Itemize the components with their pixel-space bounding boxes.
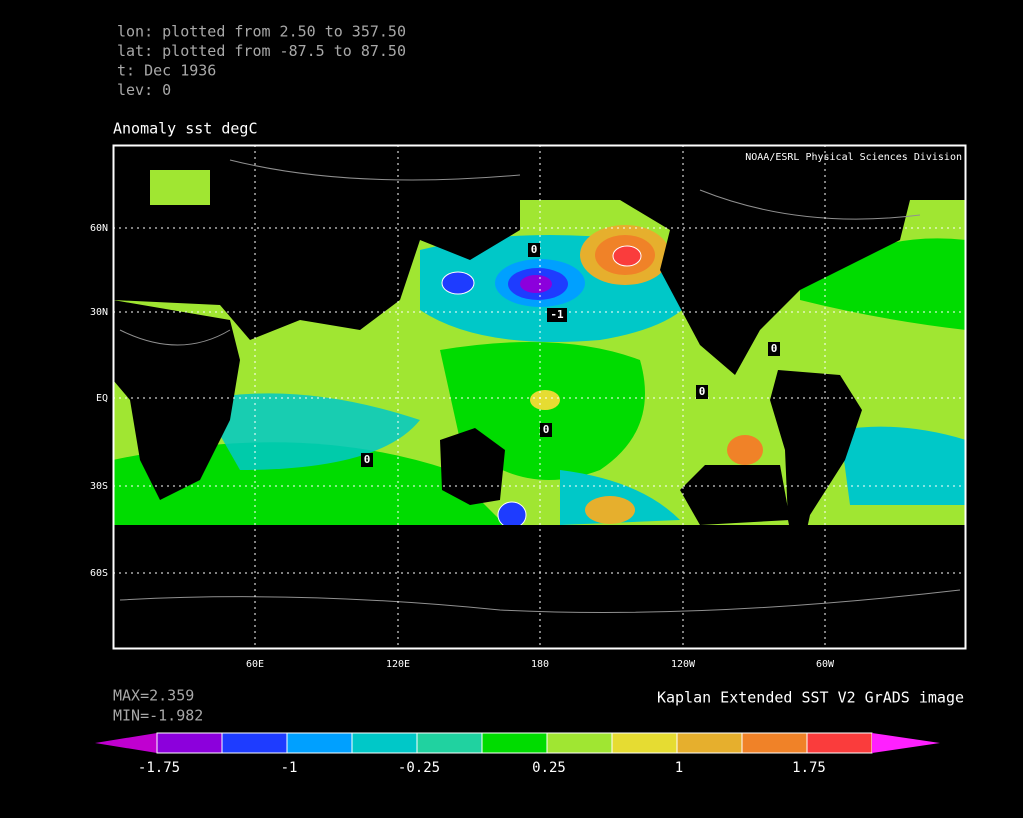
land bbox=[114, 146, 520, 340]
anomaly bbox=[612, 245, 642, 267]
coastline bbox=[119, 589, 961, 613]
lat-label: 60S bbox=[90, 568, 108, 579]
colorbar-segment bbox=[351, 732, 418, 754]
colorbar-label: -1 bbox=[281, 760, 298, 776]
lon-label: 60E bbox=[246, 659, 264, 670]
colorbar-segment bbox=[806, 732, 873, 754]
colorbar-segment bbox=[546, 732, 613, 754]
anomaly bbox=[727, 435, 763, 465]
anomaly bbox=[585, 496, 635, 524]
lat-label: EQ bbox=[96, 393, 108, 404]
contour-label: 0 bbox=[540, 423, 552, 437]
land bbox=[680, 465, 790, 525]
header-line: lev: 0 bbox=[117, 81, 171, 99]
map-title: Anomaly sst degC bbox=[113, 120, 258, 138]
anomaly bbox=[530, 390, 560, 410]
map-frame bbox=[112, 144, 967, 650]
contour-label-text: 0 bbox=[531, 243, 538, 256]
field bbox=[150, 170, 210, 205]
colorbar-label: -0.25 bbox=[398, 760, 440, 776]
colorbar-low bbox=[95, 733, 157, 753]
colorbar-label: 1 bbox=[675, 760, 683, 776]
max-value: MAX=2.359 bbox=[113, 687, 194, 705]
colorbar-segment bbox=[741, 732, 808, 754]
min-value: MIN=-1.982 bbox=[113, 707, 203, 725]
land bbox=[770, 370, 862, 570]
colorbar-segment bbox=[221, 732, 288, 754]
lon-labels: 60E 120E 180 120W 60W bbox=[246, 659, 835, 670]
lon-label: 120E bbox=[386, 659, 410, 670]
header-line: lat: plotted from -87.5 to 87.50 bbox=[117, 42, 406, 60]
colorbar-segment bbox=[286, 732, 353, 754]
contour-labels: 0 -1 0 0 0 0 bbox=[361, 243, 780, 467]
lat-labels: 60N 30N EQ 30S 60S bbox=[90, 223, 108, 579]
graticule bbox=[114, 146, 965, 647]
contour-label: 0 bbox=[528, 243, 540, 257]
contour-label: -1 bbox=[547, 308, 567, 322]
map bbox=[114, 146, 965, 647]
field bbox=[114, 442, 520, 540]
credit: NOAA/ESRL Physical Sciences Division bbox=[745, 152, 962, 163]
contour-label-text: 0 bbox=[543, 423, 550, 436]
coastline bbox=[119, 159, 921, 346]
colorbar-segment bbox=[676, 732, 743, 754]
field bbox=[840, 426, 965, 505]
land bbox=[114, 300, 240, 500]
anomaly bbox=[520, 275, 552, 293]
field bbox=[200, 393, 420, 470]
contour-label-text: 0 bbox=[699, 385, 706, 398]
lon-label: 120W bbox=[671, 659, 696, 670]
header-line: lon: plotted from 2.50 to 357.50 bbox=[117, 23, 406, 41]
lon-label: 60W bbox=[816, 659, 835, 670]
contour-label-text: 0 bbox=[771, 342, 778, 355]
colorbar-segment bbox=[416, 732, 483, 754]
colorbar-segment bbox=[611, 732, 678, 754]
lon-label: 180 bbox=[531, 659, 549, 670]
colorbar-segment bbox=[481, 732, 548, 754]
colorbar-segment bbox=[156, 732, 223, 754]
colorbar-label: -1.75 bbox=[138, 760, 180, 776]
lat-label: 60N bbox=[90, 223, 108, 234]
anomaly bbox=[441, 271, 475, 295]
footer: Kaplan Extended SST V2 GrADS image bbox=[657, 689, 964, 707]
contour-label-text: -1 bbox=[550, 308, 564, 321]
lat-label: 30N bbox=[90, 307, 108, 318]
contour-label: 0 bbox=[361, 453, 373, 467]
contour-label-text: 0 bbox=[364, 453, 371, 466]
contour-label: 0 bbox=[696, 385, 708, 399]
colorbar: -1.75 -1 -0.25 0.25 1 1.75 bbox=[95, 732, 940, 776]
colorbar-label: 1.75 bbox=[792, 760, 826, 776]
land bbox=[620, 146, 965, 375]
colorbar-label: 0.25 bbox=[532, 760, 566, 776]
colorbar-high bbox=[872, 733, 940, 753]
lat-label: 30S bbox=[90, 481, 108, 492]
header-line: t: Dec 1936 bbox=[117, 62, 216, 80]
contour-label: 0 bbox=[768, 342, 780, 356]
